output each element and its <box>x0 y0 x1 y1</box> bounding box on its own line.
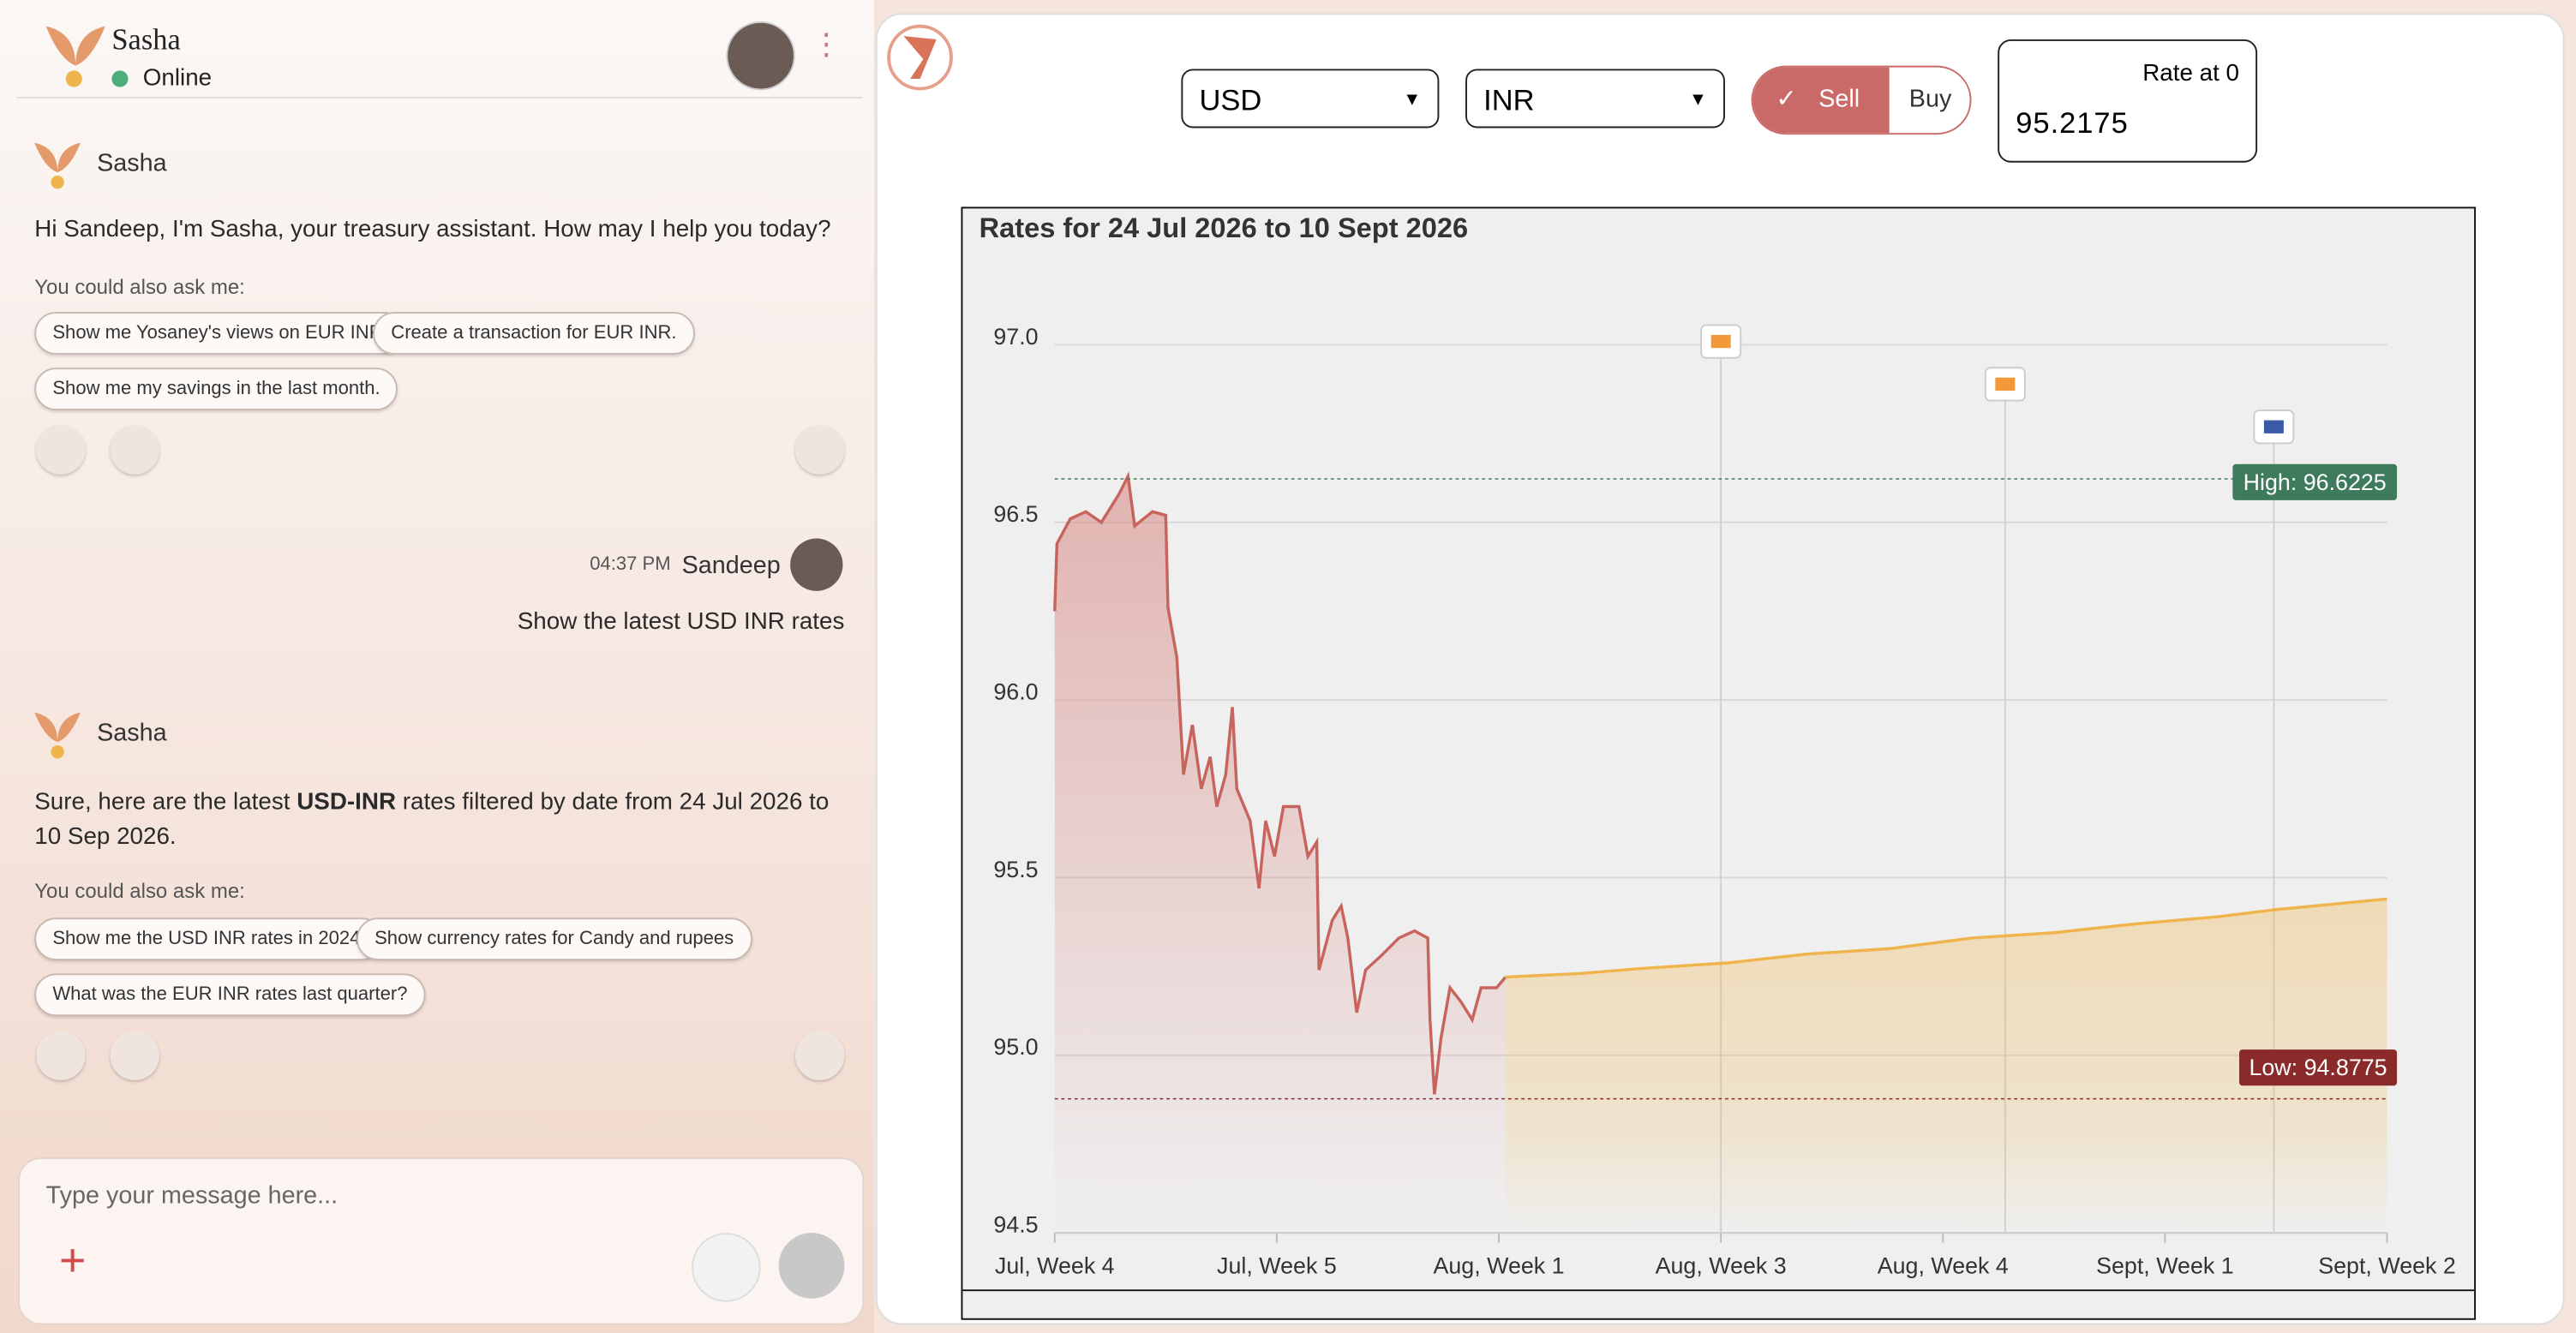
y-tick-label: 96.5 <box>993 501 1038 527</box>
x-tick-label: Jul, Week 5 <box>1217 1252 1337 1278</box>
suggestion[interactable]: Show me my savings in the last month. <box>34 368 398 411</box>
text: rates filtered by date from 24 Jul 2026 … <box>34 789 830 851</box>
y-tick-label: 95.5 <box>993 857 1038 882</box>
x-tick-label: Jul, Week 4 <box>995 1252 1115 1278</box>
side-toggle: ✓ Sell Buy <box>1751 65 1972 135</box>
bot-name: Sasha <box>111 22 181 57</box>
attach[interactable]: + <box>59 1234 87 1286</box>
chart: Rates for 24 Jul 2026 to 10 Sept 2026 94… <box>962 212 2475 1292</box>
y-tick-label: 97.0 <box>993 324 1038 350</box>
area <box>1505 899 2387 1234</box>
text: Sure, here are the latest <box>34 789 297 816</box>
mic[interactable] <box>692 1233 761 1302</box>
buy[interactable]: Buy <box>1908 85 1952 114</box>
sell[interactable]: ✓ Sell <box>1752 67 1890 134</box>
suggestion[interactable]: Create a transaction for EUR INR. <box>373 312 695 355</box>
message: Show the latest USD INR rates <box>517 608 845 636</box>
line <box>1505 897 2387 979</box>
status-dot <box>111 70 129 87</box>
thumbs-up[interactable] <box>36 1031 86 1080</box>
rate-box: Rate at 0 95.2175 <box>1998 39 2258 163</box>
sender: Sasha <box>97 719 167 747</box>
x-tick-label: Sept, Week 1 <box>2096 1252 2234 1278</box>
thumbs-up[interactable] <box>36 425 86 475</box>
time: 04:37 PM <box>590 554 671 575</box>
rate-label: Rate at 0 <box>2142 60 2240 87</box>
text: USD-INR <box>297 789 397 816</box>
prompt: You could also ask me: <box>34 880 245 903</box>
area <box>1054 475 1506 1234</box>
message: Sure, here are the latest USD-INR rates … <box>34 786 848 855</box>
sender: Sasha <box>97 149 167 177</box>
to: INR <box>1483 83 1535 117</box>
prompt: You could also ask me: <box>34 275 245 299</box>
flag-icon <box>1995 377 2016 392</box>
high-badge <box>2232 463 2398 500</box>
send[interactable] <box>778 1233 845 1299</box>
bot-icon <box>34 142 81 189</box>
status: Online <box>142 65 213 93</box>
suggestion[interactable]: What was the EUR INR rates last quarter? <box>34 973 426 1017</box>
bot-icon <box>34 712 81 759</box>
chart-frame: Rates for 24 Jul 2026 to 10 Sept 2026 94… <box>961 206 2477 1320</box>
rate: 95.2175 <box>2016 106 2129 140</box>
to-select[interactable]: INR ▼ <box>1465 69 1725 129</box>
user-avatar[interactable] <box>726 21 795 91</box>
thumbs-down[interactable] <box>110 1031 159 1080</box>
low-badge <box>2239 1049 2398 1086</box>
x-tick-label: Aug, Week 4 <box>1878 1252 2009 1278</box>
message: Hi Sandeep, I'm Sasha, your treasury ass… <box>34 216 831 243</box>
line <box>1053 471 1507 1095</box>
x-tick-label: Aug, Week 3 <box>1656 1252 1787 1278</box>
from: USD <box>1199 83 1262 117</box>
chart-title: Rates for 24 Jul 2026 to 10 Sept 2026 <box>979 212 1469 243</box>
suggestion[interactable]: Show me Yosaney's views on EUR INR. <box>34 312 406 355</box>
app-logo <box>887 24 953 91</box>
high-label: High: 96.6225 <box>2244 469 2387 495</box>
placeholder: Type your message here... <box>45 1181 338 1210</box>
y-tick-label: 94.5 <box>993 1212 1038 1238</box>
divider <box>16 97 863 99</box>
y-tick-label: 95.0 <box>993 1034 1038 1060</box>
thumbs-down[interactable] <box>110 425 159 475</box>
low-label: Low: 94.8775 <box>2249 1055 2387 1080</box>
from-select[interactable]: USD ▼ <box>1181 69 1440 129</box>
x-tick-label: Sept, Week 2 <box>2318 1252 2456 1278</box>
sell-label: Sell <box>1818 85 1860 114</box>
x-tick-label: Aug, Week 1 <box>1433 1252 1564 1278</box>
suggestion[interactable]: Show me the USD INR rates in 2024. <box>34 918 384 961</box>
copy[interactable] <box>794 1031 845 1080</box>
user-avatar <box>790 538 843 591</box>
menu[interactable]: ⋮ <box>812 27 842 61</box>
chat-panel: Sasha Online ⋮ Sasha Hi Sandeep, I'm Sas… <box>0 0 874 1333</box>
suggestion[interactable]: Show currency rates for Candy and rupees <box>356 918 752 961</box>
sasha-logo <box>45 26 105 87</box>
y-tick-label: 96.0 <box>993 679 1038 705</box>
sender: Sandeep <box>681 551 781 580</box>
copy[interactable] <box>794 425 845 475</box>
flag-icon <box>2263 420 2284 433</box>
flag-icon <box>1710 334 1731 349</box>
